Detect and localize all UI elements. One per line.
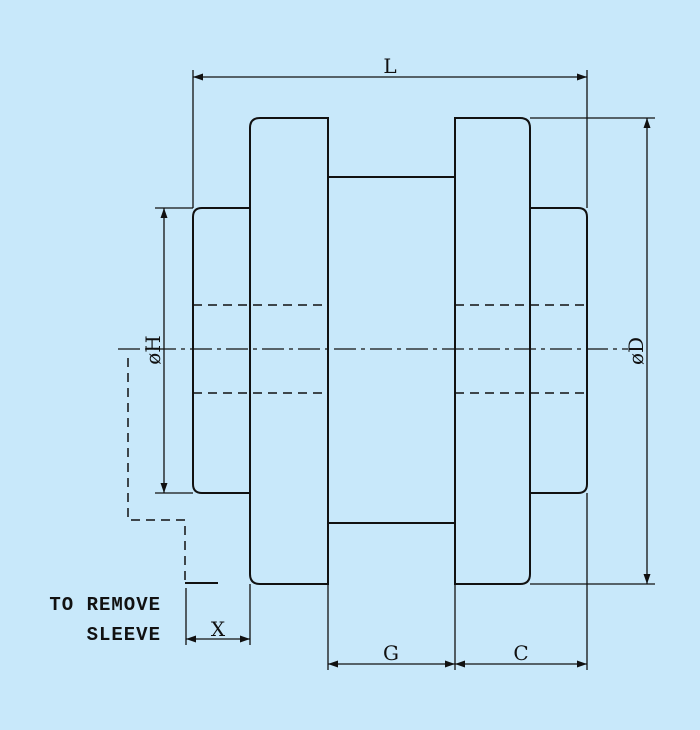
note-line-1: TO REMOVE (49, 594, 161, 616)
label-flange-width: C (513, 641, 528, 665)
label-hub-diameter: øH (141, 335, 165, 364)
sleeve-removal-outline (127, 358, 186, 582)
right-hub (454, 117, 588, 585)
center-sleeve (328, 176, 455, 524)
left-hub (192, 117, 329, 585)
label-outer-diameter: øD (624, 337, 648, 365)
extension-lines (155, 70, 655, 670)
bore-hidden-lines (193, 304, 587, 394)
label-length: L (383, 54, 396, 78)
label-gap: G (383, 641, 399, 665)
label-clearance: X (211, 617, 226, 641)
note-line-2: SLEEVE (87, 624, 161, 646)
